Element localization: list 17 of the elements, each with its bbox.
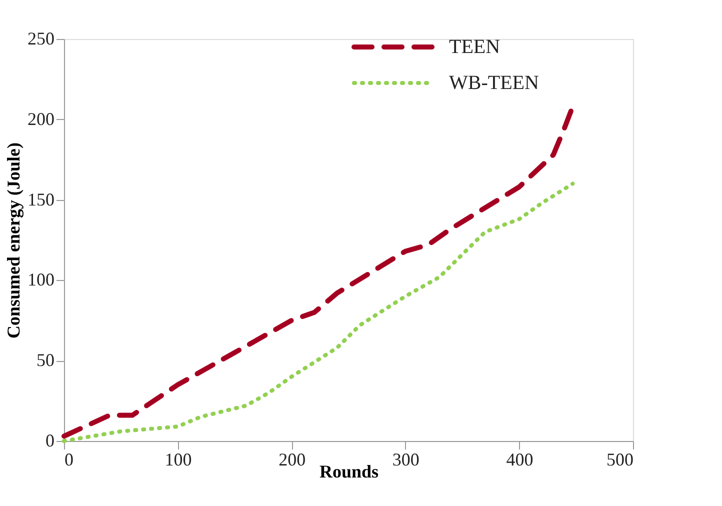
y-tick-label: 250 — [28, 28, 54, 48]
x-tick-label: 500 — [606, 450, 634, 470]
x-tick-label: 100 — [164, 450, 192, 470]
y-tick-label: 0 — [46, 430, 54, 450]
x-tick-label: 200 — [278, 450, 306, 470]
y-tick-label: 200 — [28, 108, 54, 129]
y-axis-title: Consumed energy (Joule) — [4, 142, 24, 338]
line-series — [62, 182, 575, 443]
x-axis-title: Rounds — [319, 462, 379, 482]
y-tick-label: 50 — [36, 350, 54, 370]
y-tick-label: 150 — [28, 189, 54, 210]
x-tick-label: 400 — [506, 450, 534, 470]
legend-label: WB-TEEN — [449, 72, 539, 94]
x-tick-label: 0 — [64, 450, 74, 470]
legend-label: TEEN — [449, 36, 500, 58]
y-tick-label: 100 — [28, 270, 54, 290]
x-tick-label: 300 — [392, 450, 420, 470]
